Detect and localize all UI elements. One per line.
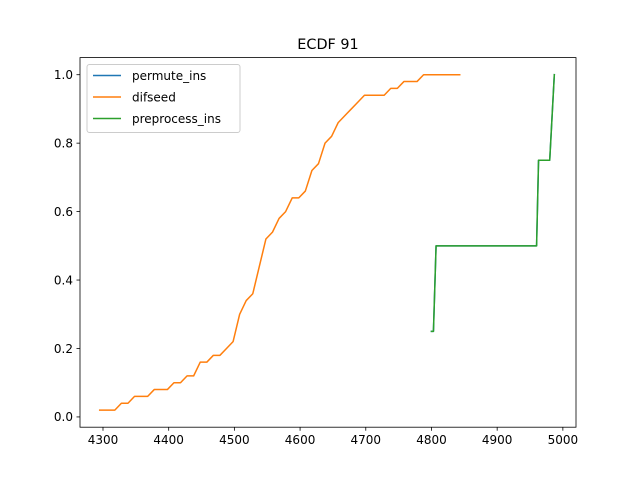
x-tick-label-4400: 4400 [153,433,184,447]
x-tick-label-4500: 4500 [219,433,250,447]
x-tick-label-4600: 4600 [285,433,316,447]
x-tick-label-5000: 5000 [548,433,579,447]
series-line-difseed [98,73,461,411]
axes-frame [79,57,577,428]
x-tick-label-4700: 4700 [351,433,382,447]
y-tick-label-0.0: 0.0 [54,410,73,424]
y-tick-label-0.6: 0.6 [54,205,73,219]
series-line-preprocess_ins [430,73,556,333]
legend-box [86,64,241,133]
y-tick-label-0.2: 0.2 [54,342,73,356]
legend-label-difseed: difseed [132,90,176,104]
y-tick-label-1.0: 1.0 [54,68,73,82]
series-layer [98,73,556,411]
y-tick-label-0.4: 0.4 [54,273,73,287]
x-tick-label-4900: 4900 [482,433,513,447]
axes-layer: 4300 4400 4500 4600 4700 4800 4900 5000 0.0 0.2 0.… [54,57,579,447]
legend-label-preprocess_ins: preprocess_ins [132,112,221,126]
x-tick-label-4800: 4800 [416,433,447,447]
legend-label-permute_ins: permute_ins [132,69,206,83]
chart-title: ECDF 91 [297,37,358,53]
x-tick-label-4300: 4300 [88,433,119,447]
y-tick-label-0.8: 0.8 [54,136,73,150]
